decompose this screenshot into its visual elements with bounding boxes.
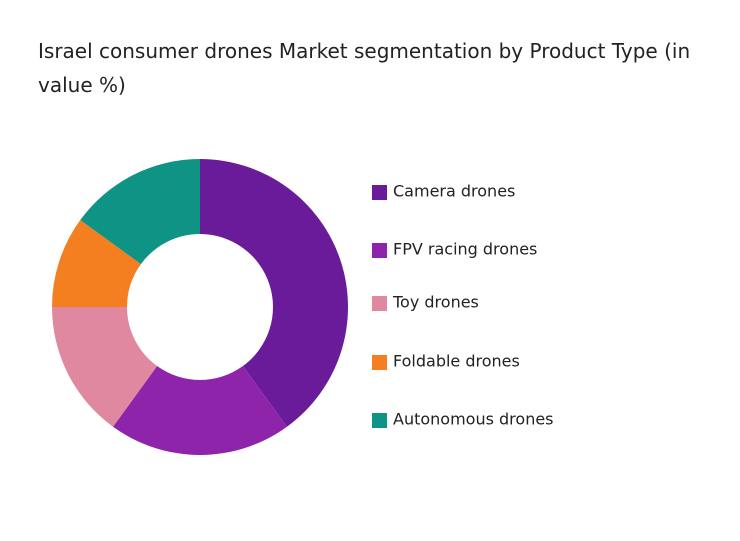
legend-label: Toy drones xyxy=(392,293,479,312)
legend-label: Camera drones xyxy=(393,182,515,201)
legend-swatch xyxy=(372,413,387,428)
legend-label: FPV racing drones xyxy=(393,240,537,259)
legend-swatch xyxy=(372,185,387,200)
legend-swatch xyxy=(372,355,387,370)
donut-slice xyxy=(200,159,349,427)
legend-swatch xyxy=(372,243,387,258)
donut-slice xyxy=(52,220,141,307)
chart-title: Israel consumer drones Market segmentati… xyxy=(38,39,691,97)
legend-swatch xyxy=(372,296,387,311)
donut-slice xyxy=(80,159,200,265)
donut-slice xyxy=(52,307,158,427)
legend-label: Foldable drones xyxy=(393,352,520,371)
legend-label: Autonomous drones xyxy=(393,410,554,429)
donut-slice xyxy=(113,366,287,456)
